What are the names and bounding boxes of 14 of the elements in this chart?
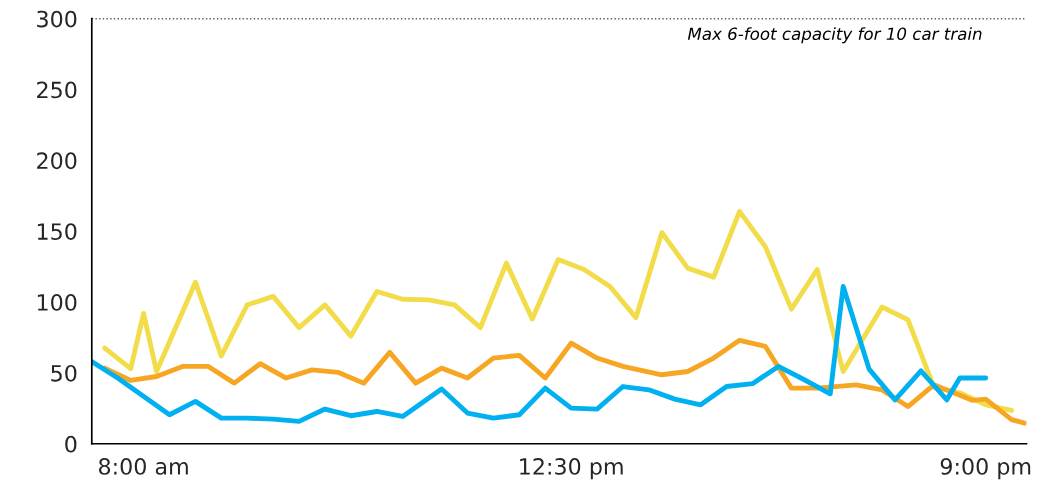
y-tick-label: 250 <box>37 81 77 99</box>
y-tick-label: 50 <box>51 364 77 382</box>
line-series <box>102 208 1015 413</box>
x-tick-label: 12:30 pm <box>520 458 623 480</box>
y-tick-label: 200 <box>37 152 77 170</box>
line-series <box>91 284 989 424</box>
y-tick-label: 150 <box>37 223 77 240</box>
y-tick-label: 0 <box>65 435 77 453</box>
line-series <box>102 337 1027 426</box>
x-tick-label: 8:00 am <box>99 458 188 475</box>
ref-line-label: Max 6-foot capacity for 10 car train <box>687 27 982 44</box>
y-tick-label: 300 <box>37 10 77 28</box>
x-tick-label: 9:00 pm <box>940 458 1031 480</box>
y-tick-label: 100 <box>37 294 77 311</box>
